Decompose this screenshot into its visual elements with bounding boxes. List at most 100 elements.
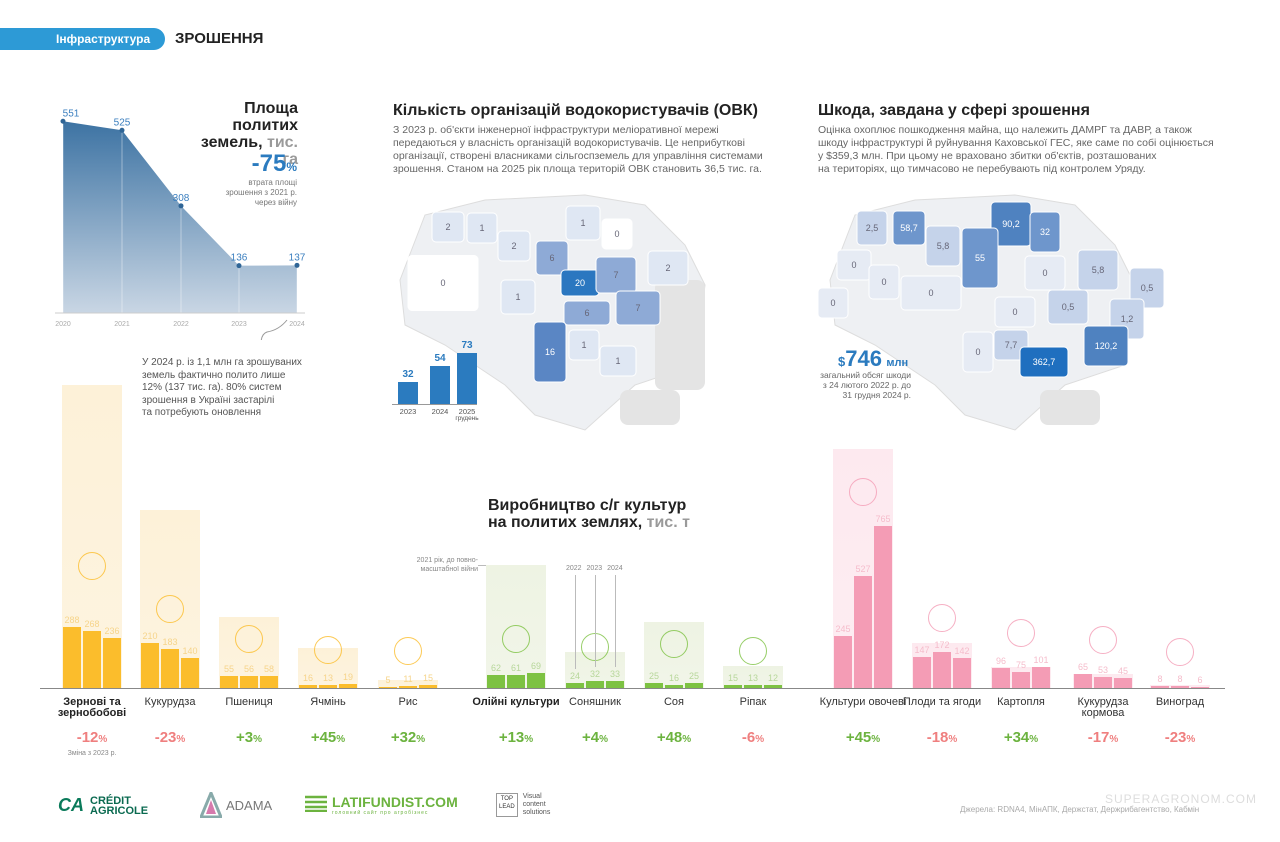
crop-icon	[235, 624, 263, 653]
crop-bar-value: 13	[322, 673, 333, 684]
map-region	[647, 250, 689, 286]
crop-change: +13%	[498, 729, 534, 746]
crop-bar	[1191, 686, 1209, 689]
crop-icon	[1007, 618, 1035, 647]
damage-title: Шкода, завдана у сфері зрошення	[818, 102, 1090, 119]
crop-change: -17%	[1087, 729, 1119, 746]
crop-bar-value: 765	[875, 513, 891, 524]
crop-bar	[566, 682, 584, 688]
crop-bar-value: 62	[490, 662, 501, 673]
crop-bar-value: 96	[995, 655, 1006, 666]
ovk-bar-value: 32	[402, 368, 414, 380]
crop-bar-value: 16	[668, 672, 679, 683]
crop-bar-value: 8	[1177, 674, 1183, 685]
occupied-territory	[620, 390, 680, 425]
legend-year-line	[595, 575, 596, 668]
callout-line	[260, 319, 288, 340]
adama-logo: ADAMA	[200, 792, 272, 818]
crop-bar-value: 55	[223, 664, 234, 675]
crop-bar-value: 53	[1097, 664, 1108, 675]
data-point	[178, 203, 184, 209]
crop-bar	[240, 676, 258, 688]
ovk-subnote: грудень	[455, 415, 479, 422]
region-value: 32	[1040, 227, 1050, 237]
region-value: 1,2	[1121, 314, 1134, 324]
crop-bar	[1094, 676, 1112, 688]
crop-icon	[739, 636, 767, 665]
map-region	[1083, 325, 1129, 367]
bar-2021	[723, 665, 783, 688]
year-label: 2021	[114, 321, 130, 328]
loss-description: втрата площі зрошення з 2021 р. через війн…	[225, 178, 297, 207]
crop-bar	[854, 576, 872, 688]
bar-2021	[378, 679, 438, 688]
damage-map: 2,5 58,7 5,8 90,2 32 0 0 55 0 0 5,8 0,5 0 0 0,5 1,2 0 7,7…	[817, 194, 1165, 431]
map-region	[856, 210, 888, 246]
credit-agricole-logo: CA CRÉDIT AGRICOLE	[58, 794, 149, 817]
region-value: 7,7	[1005, 340, 1018, 350]
crop-change: +32%	[390, 729, 426, 746]
crop-bar-value: 288	[64, 614, 80, 625]
ovk-description: З 2023 р. об'єкти інженерної інфраструкт…	[393, 124, 763, 175]
data-point	[119, 127, 125, 133]
value-label: 136	[231, 253, 248, 264]
crop-bar	[933, 651, 951, 688]
value-label: 137	[289, 252, 306, 263]
ovk-bar	[457, 352, 477, 404]
crop-bar-value: 11	[403, 673, 413, 684]
region-value: 0,5	[1062, 302, 1075, 312]
area-note: У 2024 р. із 1,1 млн га зрошуваних земель…	[142, 357, 302, 418]
crop-bar-value: 45	[1117, 666, 1128, 677]
legend-year-line	[615, 575, 616, 667]
ovk-year-label: 2023	[399, 407, 417, 416]
map-region	[962, 331, 994, 373]
region-value: 0	[881, 277, 886, 287]
crop-bar-value: 65	[1077, 662, 1088, 673]
region-value: 1	[581, 340, 586, 350]
crop-bar-value: 210	[142, 631, 158, 642]
crops-title: Виробництво с/г культур на политих землях…	[488, 497, 690, 531]
crop-bar	[744, 685, 762, 688]
crop-bar-value: 101	[1033, 654, 1049, 665]
crop-bar	[83, 631, 101, 688]
crop-bar-value: 75	[1015, 660, 1026, 671]
crop-change: -6%	[741, 729, 765, 746]
crop-bar	[260, 675, 278, 688]
crop-bar-value: 183	[162, 637, 178, 648]
crop-bar-value: 16	[302, 672, 313, 683]
region-value: 2	[665, 263, 670, 273]
crop-bar	[141, 643, 159, 688]
map-region	[615, 290, 661, 326]
crop-bar-value: 19	[342, 671, 353, 682]
crop-icon	[314, 635, 342, 664]
crop-bar	[1114, 678, 1132, 688]
region-value: 0	[928, 288, 933, 298]
watermark: SUPERAGRONOM.COM	[1105, 792, 1258, 806]
ovk-axis	[392, 404, 477, 405]
crop-bar	[913, 656, 931, 688]
map-region	[817, 287, 849, 319]
crop-bar-value: 56	[243, 664, 254, 675]
value-label: 525	[114, 117, 131, 128]
crop-bar	[299, 684, 317, 688]
map-region	[1047, 289, 1089, 325]
crop-icon	[394, 636, 422, 665]
crop-label: Соя	[663, 696, 685, 708]
crop-icon	[1089, 626, 1117, 655]
crop-label: Ячмінь	[310, 696, 346, 708]
ovk-year-label: 2024	[431, 407, 449, 416]
crop-bar	[181, 658, 199, 688]
occupied-territory	[655, 280, 705, 390]
crop-bar	[874, 525, 892, 688]
data-point	[236, 263, 242, 269]
crop-change: +48%	[656, 729, 692, 746]
region-value: 7	[613, 270, 618, 280]
crop-bar-value: 172	[934, 639, 950, 650]
region-value: 2	[445, 222, 450, 232]
toplead-logo: TOP LEAD Visual content solutions	[496, 793, 550, 817]
crop-bar	[992, 667, 1010, 688]
crop-icon	[660, 630, 688, 659]
region-value: 0	[1042, 268, 1047, 278]
map-region	[535, 240, 569, 276]
